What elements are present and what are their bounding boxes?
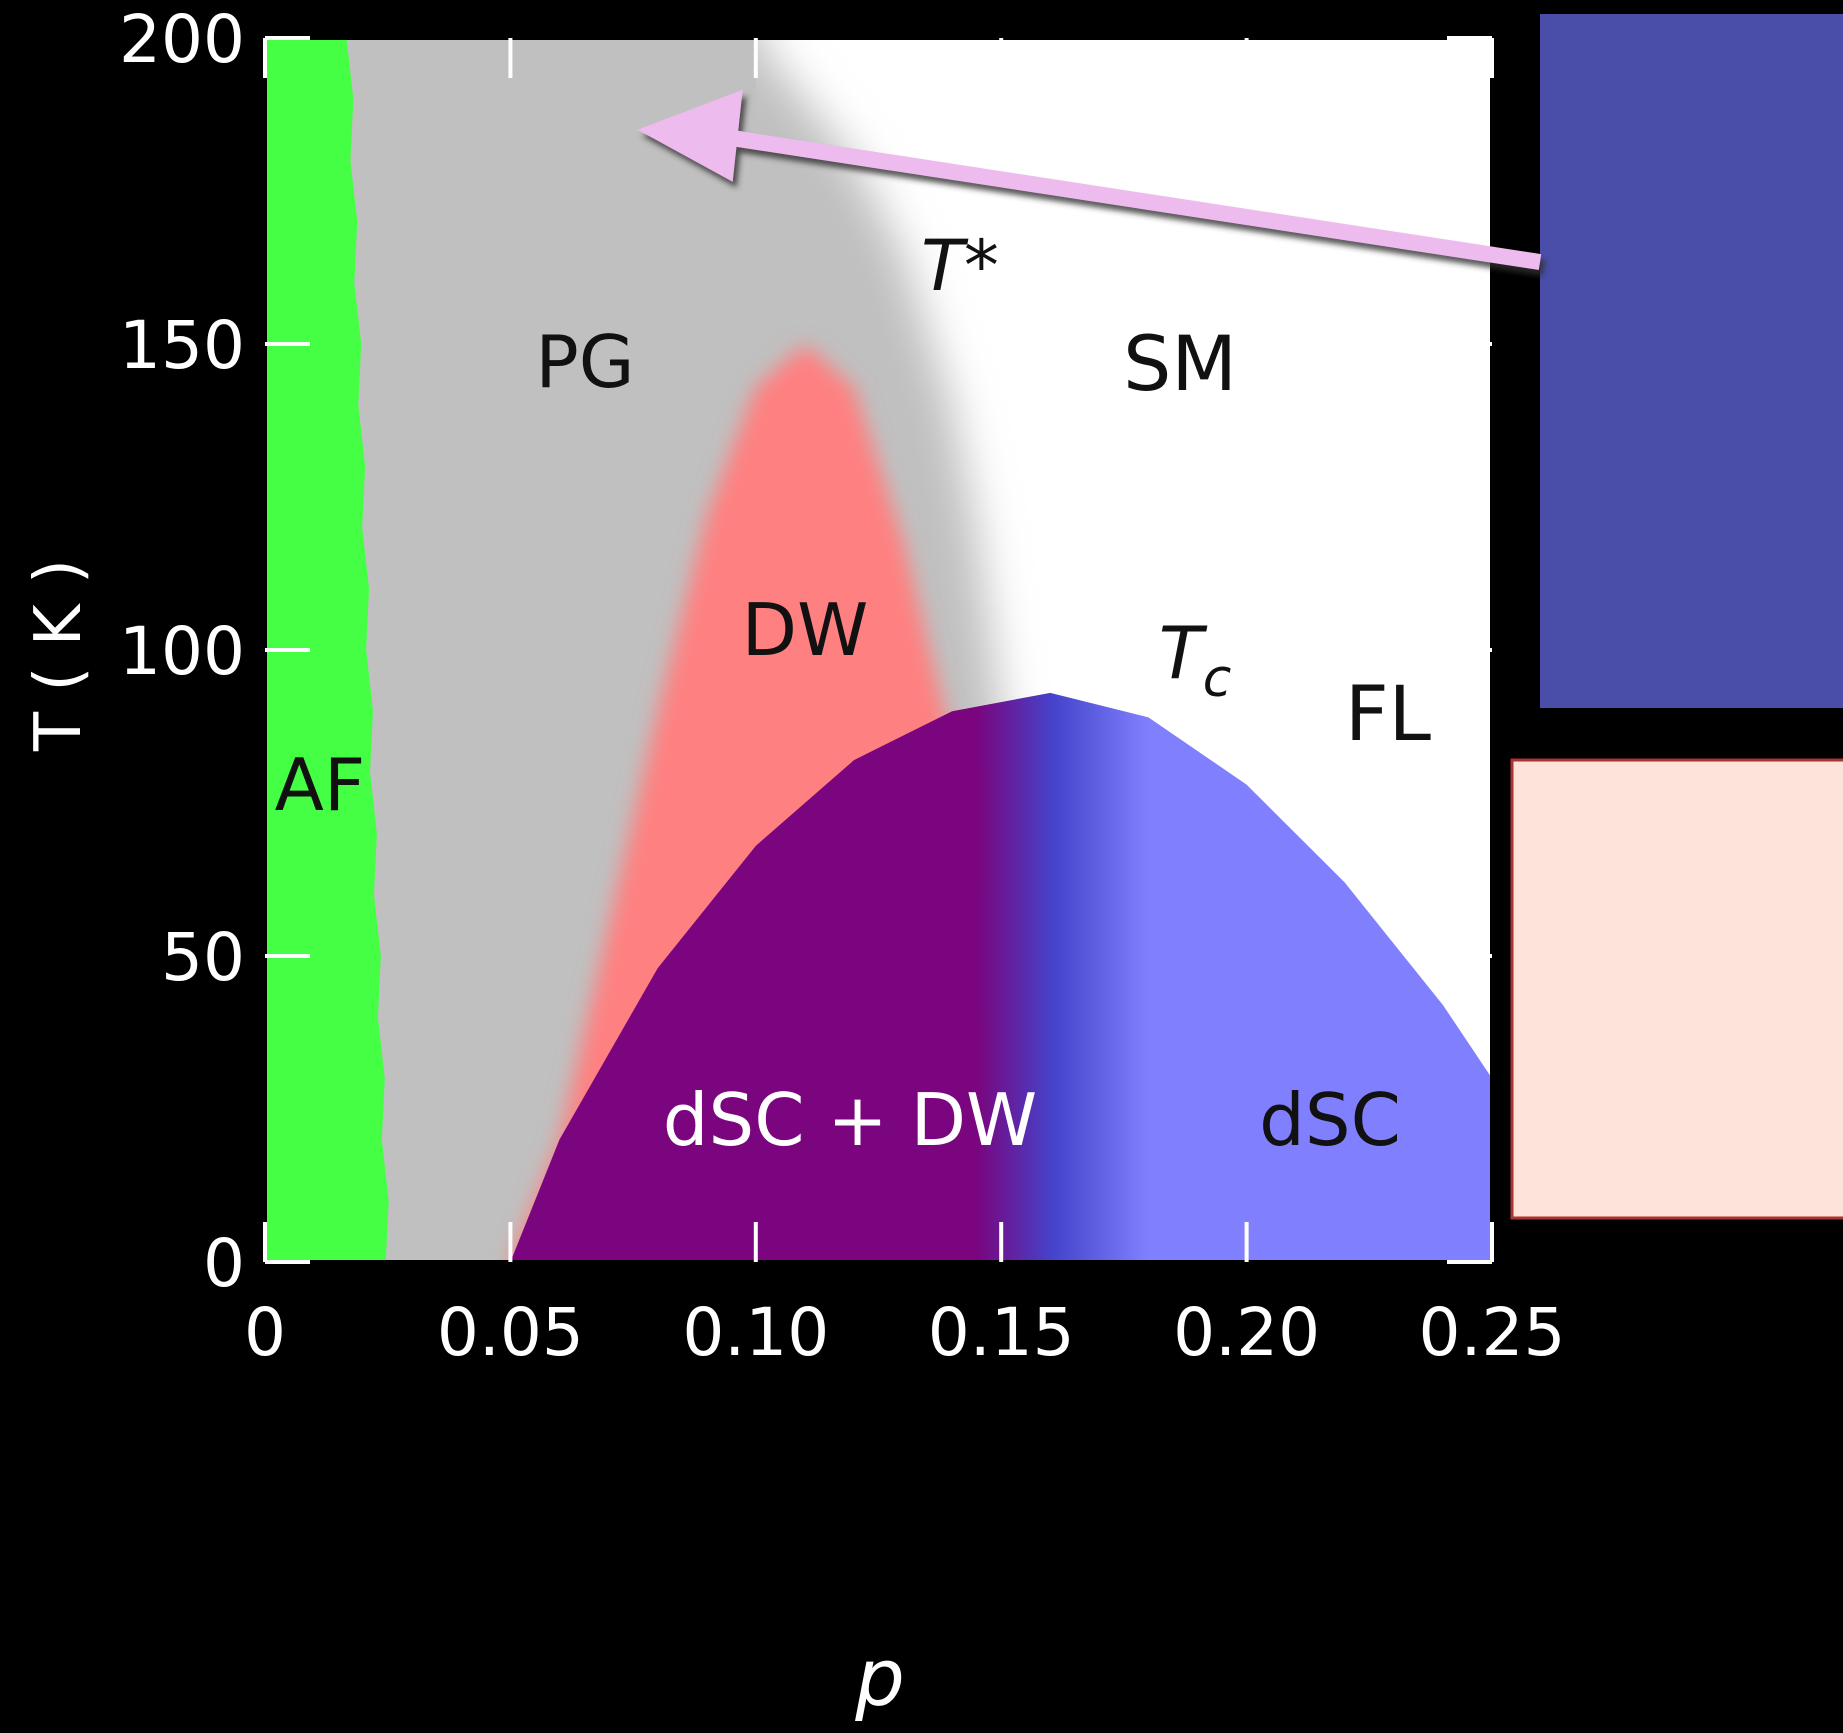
label-dsc-dw: dSC + DW (663, 1078, 1037, 1162)
y-tick-label: 150 (119, 307, 245, 384)
y-tick-label: 0 (203, 1225, 245, 1302)
label-tc-text: T (1159, 611, 1208, 695)
label-pg: PG (535, 320, 634, 404)
arrow-shaft (716, 127, 1542, 270)
arrow-head (637, 89, 743, 182)
axes: 0 0.05 0.10 0.15 0.20 0.25 0 50 100 150 200 (119, 1, 1565, 1371)
label-dsc: dSC (1259, 1078, 1401, 1162)
label-t-star: T* (921, 225, 999, 307)
label-sm: SM (1123, 319, 1237, 408)
x-tick-label: 0 (244, 1294, 286, 1371)
x-tick-label: 0.20 (1173, 1294, 1320, 1371)
y-tick-label: 200 (119, 1, 245, 78)
label-af: AF (275, 743, 366, 827)
x-tick-label: 0.10 (682, 1294, 829, 1371)
x-tick-label: 0.05 (437, 1294, 584, 1371)
x-tick-label: 0.15 (928, 1294, 1075, 1371)
label-tc-subscript: c (1203, 649, 1232, 709)
y-tick-label: 100 (119, 613, 245, 690)
x-tick-label: 0.25 (1419, 1294, 1566, 1371)
label-fl: FL (1345, 669, 1431, 758)
arrow-annotation (637, 89, 1542, 270)
side-panel-bottom (1510, 758, 1843, 1220)
side-panel-top (1540, 14, 1843, 708)
label-dw: DW (742, 588, 869, 672)
y-axis-label: T ( K ) (22, 559, 96, 752)
y-tick-label: 50 (161, 919, 245, 996)
x-axis-label: p (854, 1634, 905, 1724)
region-dsc (510, 692, 1492, 1262)
label-tc: Tc (1159, 611, 1232, 709)
